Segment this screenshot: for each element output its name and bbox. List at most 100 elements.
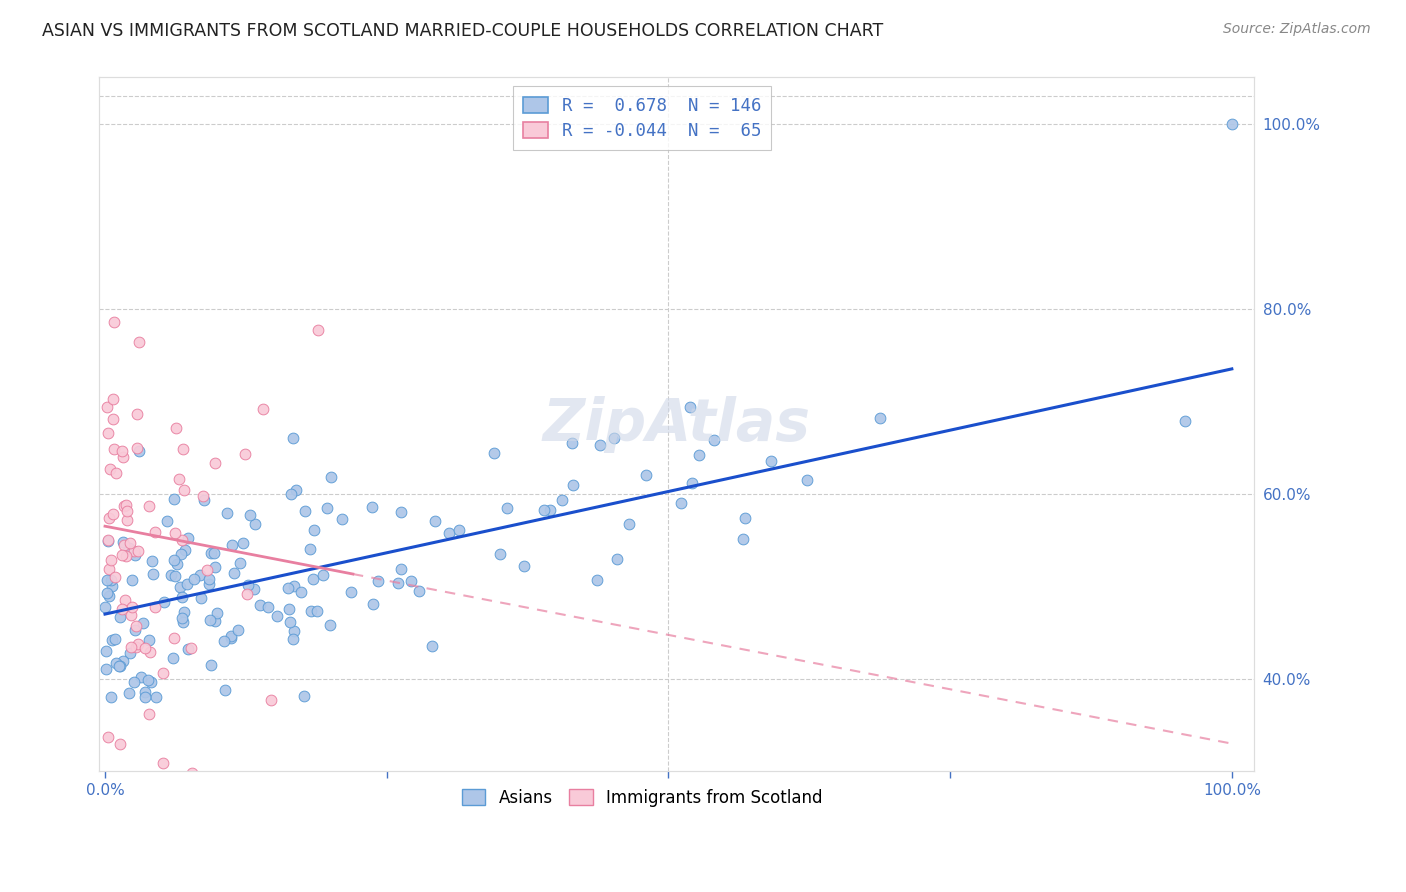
- Point: [127, 637, 149, 651]
- Point: [152, 666, 174, 681]
- Point: [156, 515, 179, 529]
- Point: [533, 503, 555, 517]
- Point: [340, 585, 363, 599]
- Point: [120, 608, 142, 623]
- Point: [319, 617, 342, 632]
- Point: [1174, 414, 1197, 428]
- Point: [165, 421, 187, 435]
- Point: [166, 558, 188, 572]
- Point: [399, 574, 422, 588]
- Point: [245, 517, 267, 532]
- Point: [108, 658, 131, 673]
- Point: [101, 508, 124, 522]
- Point: [170, 547, 193, 561]
- Point: [257, 599, 280, 614]
- Point: [703, 434, 725, 448]
- Point: [103, 412, 125, 426]
- Point: [152, 756, 174, 770]
- Point: [111, 450, 134, 465]
- Point: [249, 598, 271, 612]
- Text: ASIAN VS IMMIGRANTS FROM SCOTLAND MARRIED-COUPLE HOUSEHOLDS CORRELATION CHART: ASIAN VS IMMIGRANTS FROM SCOTLAND MARRIE…: [42, 22, 883, 40]
- Point: [117, 503, 139, 517]
- Point: [606, 552, 628, 566]
- Point: [299, 542, 322, 557]
- Point: [111, 534, 134, 549]
- Point: [103, 315, 125, 329]
- Point: [100, 553, 122, 567]
- Point: [589, 437, 612, 451]
- Point: [104, 632, 127, 647]
- Point: [121, 599, 143, 614]
- Point: [391, 562, 413, 576]
- Point: [108, 610, 131, 624]
- Point: [172, 533, 194, 548]
- Point: [224, 566, 246, 580]
- Point: [671, 496, 693, 510]
- Point: [513, 558, 536, 573]
- Point: [124, 623, 146, 637]
- Point: [173, 483, 195, 498]
- Point: [585, 573, 607, 587]
- Point: [118, 536, 141, 550]
- Point: [97, 533, 120, 548]
- Text: ZipAtlas: ZipAtlas: [543, 396, 811, 453]
- Point: [97, 730, 120, 744]
- Point: [202, 546, 225, 560]
- Point: [125, 640, 148, 654]
- Point: [361, 597, 384, 611]
- Point: [169, 580, 191, 594]
- Point: [243, 582, 266, 596]
- Point: [97, 561, 120, 575]
- Point: [283, 431, 305, 445]
- Point: [198, 577, 221, 591]
- Point: [153, 595, 176, 609]
- Point: [104, 467, 127, 481]
- Point: [204, 559, 226, 574]
- Point: [167, 472, 190, 486]
- Point: [163, 569, 186, 583]
- Point: [128, 444, 150, 458]
- Point: [420, 640, 443, 654]
- Point: [115, 549, 138, 564]
- Point: [94, 643, 117, 657]
- Point: [229, 556, 252, 570]
- Point: [796, 473, 818, 487]
- Point: [111, 654, 134, 668]
- Point: [232, 536, 254, 550]
- Point: [180, 640, 202, 655]
- Point: [290, 585, 312, 599]
- Point: [172, 615, 194, 630]
- Point: [110, 602, 132, 616]
- Point: [127, 543, 149, 558]
- Point: [181, 765, 204, 780]
- Point: [136, 673, 159, 687]
- Point: [496, 500, 519, 515]
- Point: [134, 685, 156, 699]
- Point: [138, 645, 160, 659]
- Point: [94, 600, 117, 615]
- Point: [561, 436, 583, 450]
- Point: [138, 706, 160, 721]
- Point: [191, 489, 214, 503]
- Point: [316, 500, 339, 515]
- Point: [869, 411, 891, 425]
- Point: [260, 693, 283, 707]
- Point: [143, 525, 166, 540]
- Point: [283, 579, 305, 593]
- Point: [121, 573, 143, 587]
- Point: [283, 624, 305, 639]
- Point: [134, 690, 156, 705]
- Point: [114, 499, 136, 513]
- Point: [139, 674, 162, 689]
- Point: [127, 407, 149, 421]
- Point: [114, 593, 136, 607]
- Point: [681, 476, 703, 491]
- Point: [307, 323, 329, 337]
- Point: [110, 737, 132, 751]
- Point: [731, 532, 754, 546]
- Point: [238, 577, 260, 591]
- Point: [1220, 117, 1243, 131]
- Point: [110, 658, 132, 673]
- Point: [302, 572, 325, 586]
- Point: [235, 587, 257, 601]
